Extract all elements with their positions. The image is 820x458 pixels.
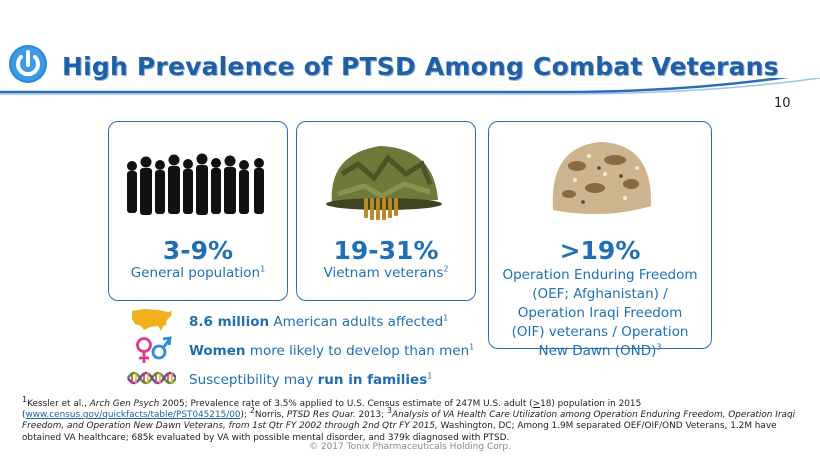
crowd-silhouette-icon [127,153,264,215]
footnote-sup: 3 [386,406,393,416]
card-3-sup: 3 [656,342,662,352]
dna-helix-icon [126,371,176,385]
fact-2-bold: Women [189,343,246,359]
footnote-text: ); [240,410,250,421]
card-3-desc: Operation Enduring Freedom (OEF; Afghani… [488,266,712,361]
footnote-journal: Arch Gen Psych [89,399,160,409]
page-number: 10 [774,96,791,111]
fact-1-bold: 8.6 million [189,314,270,330]
fact-1-sup: 1 [443,313,449,323]
card-1-desc: General population1 [108,264,288,283]
card-2-sup: 2 [443,264,449,274]
card-3-desc-line-last: New Dawn (OND)3 [488,342,712,361]
census-link[interactable]: www.census.gov/quickfacts/table/PST04521… [25,410,241,421]
vietnam-helmet-icon [326,146,442,220]
footnote-text: > [532,399,541,409]
footnote-text: Washington, DC; Among 1.9M separated OEF… [22,421,777,443]
footnote-text: 18) population in 2015 [540,399,642,409]
fact-1-text: American adults affected [269,314,444,330]
card-3-desc-line: (OIF) veterans / Operation [511,324,689,340]
footnote-text: Kessler et al., [27,399,90,409]
page-title: High Prevalence of PTSD Among Combat Vet… [62,52,779,81]
card-3-desc-line: Operation Enduring Freedom [502,267,698,283]
footnote-text: 2005; Prevalence rate of 3.5% applied to… [159,399,533,409]
card-3-desc-line: (OEF; Afghanistan) / [532,286,668,302]
footnote-journal: PTSD Res Quar. [286,410,356,421]
card-3-desc-line: New Dawn (OND) [538,343,657,359]
footnote-text: 2013; [355,410,387,421]
gender-symbols-icon [136,336,172,363]
footnote-references: 1Kessler et al., Arch Gen Psych 2005; Pr… [22,396,812,444]
fact-2-text: more likely to develop than men [245,343,470,359]
card-2-stat: 19-31% [333,236,439,265]
card-1-stat: 3-9% [162,236,234,265]
card-3-stat: >19% [559,236,641,265]
usa-map-icon [132,309,172,331]
footnote-text: ( [22,410,26,421]
fact-3-bold: run in families [317,372,428,388]
fact-3-sup: 1 [427,371,433,381]
desert-helmet-icon [552,142,652,215]
fact-women: Women more likely to develop than men1 [189,343,474,359]
card-2-desc: Vietnam veterans2 [296,264,476,283]
copyright: © 2017 Tonix Pharmaceuticals Holding Cor… [308,442,512,452]
card-2-desc-text: Vietnam veterans [323,265,444,281]
fact-susceptibility: Susceptibility may run in families1 [189,372,432,388]
card-1-sup: 1 [260,264,266,274]
power-button-logo-icon [9,45,47,83]
footnote-sup: 2 [249,406,255,416]
footnote-text: Norris, [254,410,287,421]
footnote-sup: 1 [22,395,28,405]
fact-3-pre: Susceptibility may [189,372,318,388]
header-swoosh [0,78,820,95]
card-3-desc-line: Operation Iraqi Freedom [517,305,683,321]
fact-affected: 8.6 million American adults affected1 [189,314,448,330]
footnote-analysis-title: Analysis of VA Health Care Utilization a… [22,410,796,432]
card-1-desc-text: General population [130,265,261,281]
fact-2-sup: 1 [469,342,475,352]
